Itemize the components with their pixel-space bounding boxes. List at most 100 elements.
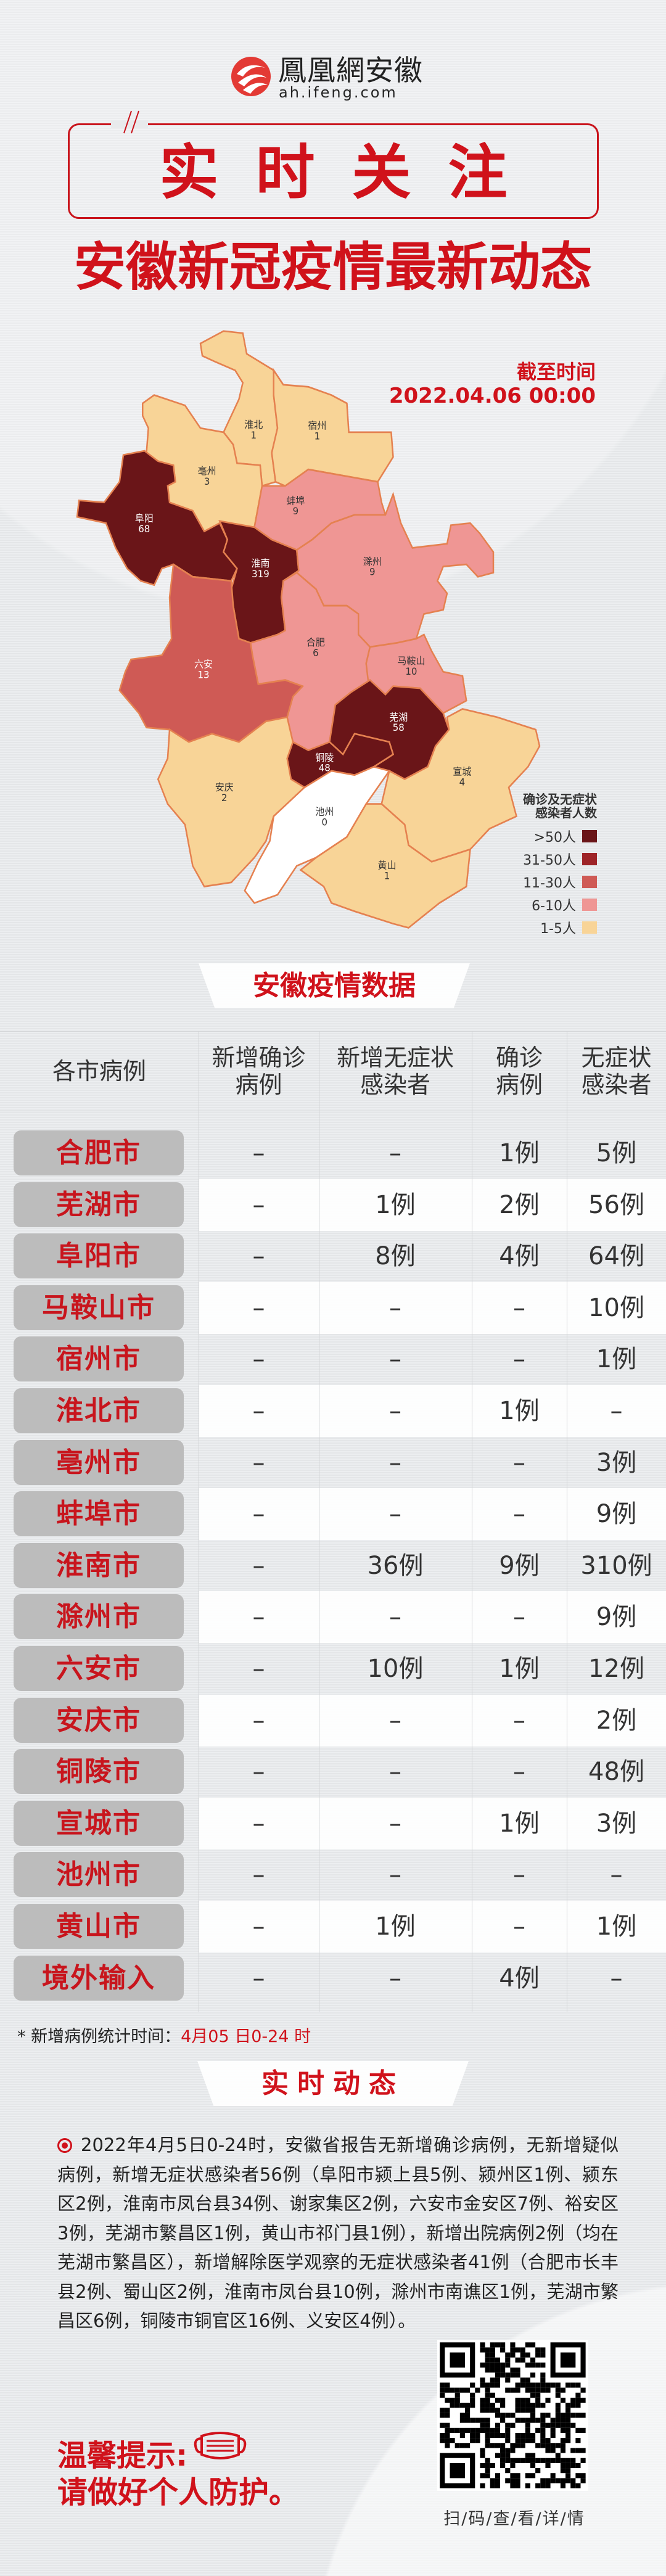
table-cell: 1例 <box>499 1397 540 1425</box>
map-label-count: 1 <box>250 429 257 441</box>
row-band <box>199 1179 666 1231</box>
table-cell: 64例 <box>588 1242 644 1271</box>
map-label-name: 淮南 <box>252 558 270 570</box>
legend-title-line: 感染者人数 <box>535 805 597 820</box>
focus-frame <box>68 123 599 219</box>
table-cell: – <box>389 1964 401 1993</box>
legend-label: >50人 <box>533 829 576 846</box>
map-label-count: 58 <box>393 722 405 734</box>
map-label-name: 池州 <box>315 806 334 818</box>
legend-swatch <box>582 898 597 911</box>
city-name-cell: 芜湖市 <box>14 1182 184 1227</box>
column-header-line: 各市病例 <box>52 1057 146 1085</box>
legend-swatch <box>582 852 597 865</box>
table-cell: 5例 <box>596 1139 637 1167</box>
legend-label: 31-50人 <box>523 852 576 868</box>
table-cell: – <box>513 1448 525 1477</box>
table-cell: – <box>513 1293 525 1322</box>
table-cell: 10例 <box>588 1293 644 1322</box>
city-name-cell: 六安市 <box>14 1646 184 1691</box>
legend-label: 11-30人 <box>523 875 576 891</box>
column-header-line: 病例 <box>495 1071 543 1098</box>
table-cell: – <box>389 1345 401 1374</box>
table-cell: – <box>610 1964 623 1993</box>
table-cell: – <box>252 1758 265 1787</box>
column-header-line: 确诊 <box>495 1043 543 1071</box>
map-label-count: 2 <box>221 792 228 804</box>
table-cell: – <box>610 1397 623 1425</box>
map-label-name: 滁州 <box>363 556 382 567</box>
map-label-count: 6 <box>313 647 319 659</box>
row-band <box>199 1385 666 1437</box>
column-header: 无症状 感染者 <box>567 1031 666 1111</box>
city-name-cell: 淮北市 <box>14 1388 184 1433</box>
note-date: 4月05 日0-24 时 <box>181 2027 311 2046</box>
table-cell: – <box>513 1912 525 1941</box>
legend-swatch <box>582 921 597 934</box>
table-cell: – <box>389 1706 401 1735</box>
legend-item: >50人 <box>523 825 597 847</box>
logo-url: ah.ifeng.com <box>279 84 398 101</box>
table-cell: 56例 <box>588 1190 644 1219</box>
table-cell: – <box>513 1500 525 1529</box>
map-label-count: 9 <box>293 506 299 517</box>
column-header-line: 无症状 <box>581 1043 652 1071</box>
table-cell: – <box>389 1809 401 1838</box>
table-cell: 4例 <box>499 1964 540 1993</box>
city-name-cell: 合肥市 <box>14 1130 184 1175</box>
city-name-cell: 池州市 <box>14 1852 184 1898</box>
tip-label: 温馨提示: <box>57 2438 188 2473</box>
table-cell: – <box>252 1190 265 1219</box>
map-label-name: 亳州 <box>198 466 216 477</box>
table-cell: – <box>389 1500 401 1529</box>
section-title-data: 安徽疫情数据 <box>199 963 470 1008</box>
live-update-text: 2022年4月5日0-24时，安徽省报告无新增确诊病例，无新增疑似病例，新增无症… <box>57 2131 619 2336</box>
table-cell: – <box>389 1139 401 1167</box>
ifeng-logo-icon <box>231 57 271 96</box>
as-of-date: 2022.04.06 00:00 <box>388 384 596 408</box>
qr-code[interactable] <box>437 2340 588 2491</box>
table-cell: 36例 <box>367 1551 424 1580</box>
bullet-icon <box>57 2138 72 2153</box>
map-label-count: 13 <box>197 669 209 681</box>
row-band <box>199 1901 666 1953</box>
row-band <box>199 1591 666 1644</box>
slash-decoration <box>123 110 139 134</box>
row-band <box>199 1797 666 1850</box>
qr-caption: 扫/码/查/看/详/情 <box>443 2509 585 2529</box>
table-cell: 1例 <box>499 1139 540 1167</box>
table-cell: – <box>610 1861 623 1890</box>
focus-title: 实时关注 <box>159 138 545 207</box>
city-name-cell: 亳州市 <box>14 1439 184 1485</box>
column-header-line: 新增确诊 <box>212 1043 306 1071</box>
table-cell: – <box>252 1397 265 1425</box>
section-title-live: 实时动态 <box>197 2061 469 2106</box>
map-label-name: 芜湖 <box>389 712 408 723</box>
table-cell: – <box>389 1448 401 1477</box>
column-header: 新增无症状 感染者 <box>319 1031 472 1111</box>
map-label-name: 黄山 <box>378 860 397 871</box>
legend-item: 11-30人 <box>523 870 597 893</box>
map-label-count: 1 <box>314 430 321 442</box>
map-label-count: 48 <box>319 762 331 774</box>
map-region-宿州 <box>271 368 394 487</box>
legend-title-line: 确诊及无症状 <box>523 792 597 807</box>
map-label-count: 1 <box>384 870 390 882</box>
city-name-cell: 境外输入 <box>14 1955 184 2001</box>
map-label-name: 蚌埠 <box>286 495 305 507</box>
map-label-count: 10 <box>405 665 417 677</box>
legend-item: 31-50人 <box>523 847 597 870</box>
table-cell: – <box>252 1551 265 1580</box>
anhui-map: 淮北1宿州1亳州3蚌埠9阜阳68淮南319滁州9合肥6马鞍山10六安13芜湖58… <box>76 330 541 929</box>
table-cell: 4例 <box>499 1242 540 1271</box>
table-cell: 1例 <box>596 1912 637 1941</box>
table-cell: 1例 <box>499 1809 540 1838</box>
table-cell: 12例 <box>588 1655 644 1683</box>
map-label-name: 阜阳 <box>135 513 154 525</box>
table-cell: 1例 <box>596 1345 637 1374</box>
table-cell: – <box>389 1861 401 1890</box>
column-header-line: 感染者 <box>581 1071 652 1098</box>
table-cell: – <box>252 1139 265 1167</box>
legend-item: 1-5人 <box>523 916 597 939</box>
map-label-count: 9 <box>369 566 376 578</box>
